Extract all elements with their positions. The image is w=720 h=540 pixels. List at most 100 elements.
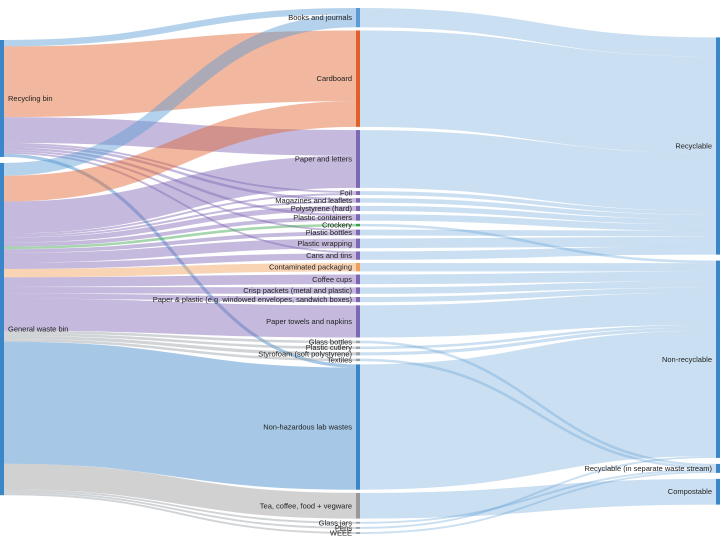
node-cardboard[interactable] <box>356 30 360 127</box>
node-recyclable[interactable] <box>716 37 720 255</box>
node-plastic-containers[interactable] <box>356 214 360 221</box>
node-compostable[interactable] <box>716 478 720 505</box>
node-crockery[interactable] <box>356 223 360 227</box>
label-polystyrene-hard: Polystyrene (hard) <box>291 204 353 213</box>
label-cans-and-tins: Cans and tins <box>306 251 352 260</box>
flow-general-waste-bin-to-cardboard <box>3 101 357 202</box>
label-pens: Pens <box>335 523 352 532</box>
node-plastic-cutlery[interactable] <box>356 346 360 350</box>
flow-general-waste-bin-to-paper-towels-and-napkins <box>3 298 357 338</box>
flow-general-waste-bin-to-cans-and-tins <box>3 253 357 269</box>
label-plastic-containers: Plastic containers <box>293 213 352 222</box>
label-foil: Foil <box>340 189 352 198</box>
label-magazines-and-leaflets: Magazines and leaflets <box>275 196 352 205</box>
flow-general-waste-bin-to-weee <box>3 493 357 534</box>
label-glass-bottles: Glass bottles <box>309 337 353 346</box>
flow-plastic-bottles-to-recyclable <box>359 229 717 237</box>
label-crisp-packets-metal-and-plastic: Crisp packets (metal and plastic) <box>243 286 352 295</box>
flow-general-waste-bin-to-paper-plastic-e-g-windowed-envelopes-sandwich-boxes <box>3 293 357 303</box>
node-non-recyclable[interactable] <box>716 260 720 458</box>
flow-weee-to-recyclable-in-separate-waste-stream <box>359 470 717 534</box>
flow-cardboard-to-recyclable <box>359 30 717 154</box>
label-recyclable-in-separate-waste-stream: Recyclable (in separate waste stream) <box>584 464 712 473</box>
flow-coffee-cups-to-non-recyclable <box>359 271 717 285</box>
flow-general-waste-bin-to-pens <box>3 491 357 529</box>
flow-plastic-containers-to-recyclable <box>359 214 717 231</box>
node-cans-and-tins[interactable] <box>356 251 360 260</box>
node-coffee-cups[interactable] <box>356 274 360 285</box>
flow-general-waste-bin-to-polystyrene-hard <box>3 205 357 243</box>
flow-pens-to-non-recyclable <box>359 455 717 529</box>
label-weee: WEEE <box>330 529 352 538</box>
flow-recycling-bin-to-magazines-and-leaflets <box>3 144 357 201</box>
label-glass-jars: Glass jars <box>319 518 353 527</box>
flow-general-waste-bin-to-books-and-journals <box>3 14 357 176</box>
sankey-labels: Recycling bin General waste bin Books and … <box>8 13 712 537</box>
label-paper-towels-and-napkins: Paper towels and napkins <box>266 317 352 326</box>
flow-general-waste-bin-to-tea-coffee-food-vegware <box>3 463 357 519</box>
flow-non-hazardous-lab-wastes-to-non-recyclable <box>359 330 717 490</box>
flow-recycling-bin-to-non-hazardous-lab-wastes <box>3 153 357 368</box>
sankey-nodes <box>0 8 720 534</box>
flow-foil-to-recyclable <box>359 191 717 215</box>
node-polystyrene-hard[interactable] <box>356 205 360 212</box>
flow-general-waste-bin-to-plastic-cutlery <box>3 333 357 350</box>
node-recyclable-in-separate-waste-stream[interactable] <box>716 463 720 473</box>
flow-paper-towels-and-napkins-to-non-recyclable <box>359 292 717 338</box>
flow-recycling-bin-to-plastic-bottles <box>3 149 357 232</box>
flow-plastic-wrapping-to-recyclable <box>359 236 717 249</box>
node-general-waste-bin[interactable] <box>0 162 4 496</box>
flow-recycling-bin-to-books-and-journals <box>3 8 357 47</box>
label-crockery: Crockery <box>322 221 352 230</box>
flow-styrofoam-soft-polystyrene-to-non-recyclable <box>359 327 717 356</box>
node-contaminated-packaging[interactable] <box>356 262 360 272</box>
label-general-waste-bin: General waste bin <box>8 325 68 334</box>
label-non-recyclable: Non-recyclable <box>662 355 712 364</box>
node-foil[interactable] <box>356 191 360 195</box>
flow-paper-and-letters-to-recyclable <box>359 130 717 211</box>
node-paper-towels-and-napkins[interactable] <box>356 305 360 338</box>
label-recyclable: Recyclable <box>675 142 712 151</box>
flow-general-waste-bin-to-paper-and-letters <box>3 155 357 234</box>
flow-general-waste-bin-to-plastic-containers <box>3 216 357 247</box>
node-pens[interactable] <box>356 526 360 529</box>
node-recycling-bin[interactable] <box>0 40 4 157</box>
flow-general-waste-bin-to-non-hazardous-lab-wastes <box>3 341 357 490</box>
node-crisp-packets-metal-and-plastic[interactable] <box>356 287 360 294</box>
label-contaminated-packaging: Contaminated packaging <box>269 263 352 272</box>
flow-books-and-journals-to-recyclable <box>359 8 717 57</box>
node-paper-and-letters[interactable] <box>356 130 360 188</box>
node-weee[interactable] <box>356 532 360 534</box>
flow-tea-coffee-food-vegware-to-compostable <box>359 478 717 519</box>
node-books-and-journals[interactable] <box>356 8 360 28</box>
flow-polystyrene-hard-to-recyclable <box>359 205 717 225</box>
flow-general-waste-bin-to-contaminated-packaging <box>3 262 357 278</box>
flow-cans-and-tins-to-recyclable <box>359 246 717 260</box>
flow-recycling-bin-to-paper-and-letters <box>3 117 357 156</box>
flow-general-waste-bin-to-glass-jars <box>3 489 357 524</box>
flow-recycling-bin-to-cardboard <box>3 30 357 118</box>
flow-glass-jars-to-recyclable-in-separate-waste-stream <box>359 469 717 524</box>
node-non-hazardous-lab-wastes[interactable] <box>356 364 360 490</box>
label-books-and-journals: Books and journals <box>288 13 352 22</box>
flow-general-waste-bin-to-styrofoam-soft-polystyrene <box>3 335 357 356</box>
node-tea-coffee-food-vegware[interactable] <box>356 492 360 519</box>
node-paper-plastic-e-g-windowed-envelopes-sandwich-boxes[interactable] <box>356 297 360 303</box>
flow-general-waste-bin-to-crockery <box>3 223 357 250</box>
node-plastic-bottles[interactable] <box>356 229 360 236</box>
label-cardboard: Cardboard <box>317 74 352 83</box>
node-textiles[interactable] <box>356 358 360 362</box>
flow-magazines-and-leaflets-to-recyclable <box>359 198 717 220</box>
node-glass-bottles[interactable] <box>356 340 360 344</box>
flow-general-waste-bin-to-magazines-and-leaflets <box>3 200 357 238</box>
label-plastic-bottles: Plastic bottles <box>306 228 353 237</box>
flow-recycling-bin-to-cans-and-tins <box>3 151 357 254</box>
node-magazines-and-leaflets[interactable] <box>356 198 360 203</box>
label-tea-coffee-food-vegware: Tea, coffee, food + vegware <box>260 501 352 510</box>
node-styrofoam-soft-polystyrene[interactable] <box>356 352 360 356</box>
node-glass-jars[interactable] <box>356 521 360 524</box>
flow-recycling-bin-to-foil <box>3 142 357 194</box>
label-styrofoam-soft-polystyrene: Styrofoam (soft polystyrene) <box>258 349 352 358</box>
node-plastic-wrapping[interactable] <box>356 238 360 249</box>
